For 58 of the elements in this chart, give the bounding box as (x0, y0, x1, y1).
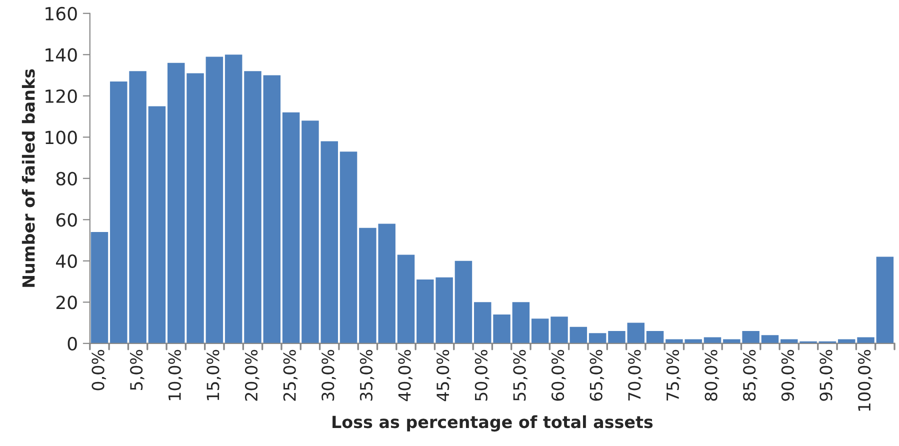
bar (646, 331, 664, 344)
y-tick-label: 0 (68, 336, 77, 351)
y-tick-label: 20 (56, 296, 77, 310)
y-tick-label: 140 (46, 48, 77, 62)
bar (857, 337, 874, 344)
x-tick-label: 55,0% (513, 350, 528, 401)
bar (474, 302, 492, 344)
x-tick-label: 10,0% (168, 350, 183, 400)
bar (454, 260, 472, 344)
x-tick-label: 30,0% (322, 350, 336, 401)
bar (263, 75, 281, 344)
x-tick-label: 45,0% (436, 350, 451, 402)
bar (340, 152, 358, 344)
x-tick-label: 40,0% (398, 350, 413, 402)
y-tick-label: 120 (46, 89, 77, 104)
y-tick-label: 100 (46, 130, 77, 144)
bar (397, 254, 415, 344)
bar (876, 256, 894, 344)
x-tick-label: 90,0% (781, 350, 796, 401)
bar (608, 331, 626, 344)
bar (206, 56, 224, 344)
bar (186, 73, 204, 344)
bar (531, 318, 549, 344)
bar (493, 314, 510, 344)
x-tick-label: 35,0% (360, 350, 374, 401)
bar (588, 333, 606, 344)
x-tick-label: 5,0% (130, 350, 144, 390)
y-tick-label: 40 (56, 254, 77, 268)
bar (512, 302, 530, 344)
x-axis-title: Loss as percentage of total assets (332, 415, 653, 432)
bar (224, 54, 242, 344)
x-tick-label: 15,0% (206, 350, 221, 400)
bar (570, 326, 588, 344)
bar (627, 322, 645, 344)
x-tick-label: 60,0% (551, 350, 566, 401)
x-tick-label: 95,0% (820, 350, 834, 401)
x-tick-label: 0,0% (92, 350, 106, 390)
x-tick-label: 70,0% (628, 350, 642, 401)
bar (244, 71, 262, 344)
bar (148, 106, 166, 344)
bar (282, 112, 300, 344)
bar (550, 316, 568, 344)
x-tick-label: 50,0% (474, 350, 490, 401)
bar (761, 335, 779, 344)
y-tick-label: 80 (56, 172, 77, 186)
x-tick-label: 75,0% (666, 350, 681, 401)
x-tick-label: 80,0% (704, 350, 720, 401)
x-tick-label: 100,0% (858, 350, 872, 411)
x-tick-label: 65,0% (590, 350, 604, 401)
bar (90, 232, 108, 344)
x-tick-label: 25,0% (283, 350, 298, 401)
bar (167, 62, 185, 344)
bar (704, 337, 722, 344)
y-axis-title: Number of failed banks (22, 69, 35, 287)
x-tick-label: 20,0% (244, 350, 260, 401)
y-tick-label: 60 (56, 213, 77, 227)
y-tick-label: 160 (46, 6, 77, 20)
x-tick-label: 85,0% (743, 350, 758, 401)
